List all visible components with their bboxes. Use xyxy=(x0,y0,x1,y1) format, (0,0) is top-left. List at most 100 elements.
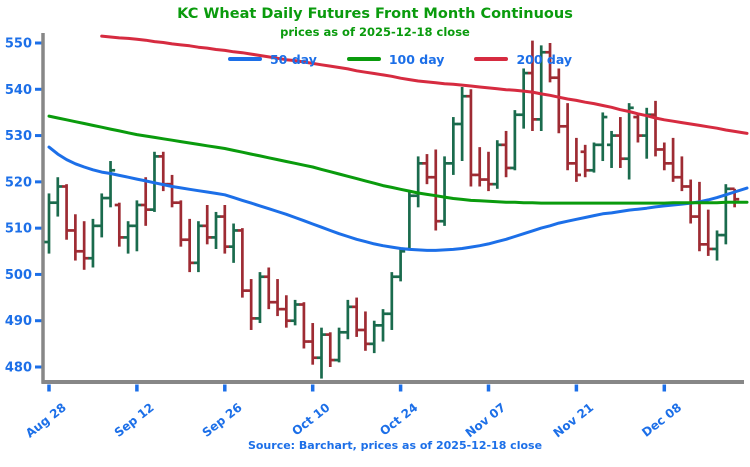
ohlc-bar xyxy=(448,117,458,175)
ohlc-bar xyxy=(360,311,371,351)
ohlc-bar xyxy=(308,323,318,365)
ohlc-bar xyxy=(141,177,151,226)
ohlc-bar xyxy=(79,221,89,270)
ohlc-bar xyxy=(316,327,327,379)
ohlc-bar xyxy=(264,267,274,310)
legend-line-swatch xyxy=(227,57,262,61)
ohlc-bar xyxy=(624,103,634,180)
ohlc-bar xyxy=(185,218,195,273)
ohlc-bar xyxy=(571,137,581,182)
ohlc-bar xyxy=(53,177,63,217)
ohlc-bar xyxy=(114,202,124,247)
ohlc-bar xyxy=(228,223,239,263)
ohlc-bar xyxy=(694,181,705,252)
y-axis-label: 550 xyxy=(5,37,32,52)
ohlc-bar xyxy=(475,147,485,187)
ma-line-200-day xyxy=(100,34,749,135)
ohlc-bar xyxy=(281,295,291,328)
ohlc-bar xyxy=(369,320,379,354)
ohlc-bar xyxy=(466,89,476,187)
chart-title: KC Wheat Daily Futures Front Month Conti… xyxy=(177,6,573,22)
source-note: Source: Barchart, prices as of 2025-12-1… xyxy=(247,439,543,452)
ohlc-bar xyxy=(88,218,98,268)
x-axis-label: Sep 26 xyxy=(200,400,245,440)
ma-line-50-day xyxy=(47,145,749,252)
ohlc-bar xyxy=(589,142,599,173)
ohlc-bar xyxy=(457,86,467,162)
ohlc-bar xyxy=(325,332,335,367)
ohlc-bar xyxy=(422,154,432,185)
ohlc-bar xyxy=(519,68,529,129)
ohlc-bar xyxy=(563,103,573,171)
ohlc-bar xyxy=(105,161,116,208)
legend-label: 100 day xyxy=(388,51,445,67)
legend-item-100-day: 100 day xyxy=(346,51,445,67)
ohlc-bar xyxy=(255,272,265,324)
ohlc-bar xyxy=(615,117,625,168)
ohlc-bar xyxy=(334,327,344,363)
ohlc-bar xyxy=(237,228,247,298)
ohlc-bar xyxy=(501,130,511,178)
ohlc-bar xyxy=(343,299,353,340)
x-axis-label: Sep 12 xyxy=(112,400,157,440)
ohlc-bar xyxy=(396,248,406,282)
ohlc-bar xyxy=(44,193,54,254)
ohlc-bar xyxy=(123,221,133,254)
ohlc-bar xyxy=(413,156,423,208)
ohlc-bar xyxy=(659,142,669,171)
ohlc-bar xyxy=(352,297,362,337)
ohlc-bar xyxy=(220,205,230,254)
legend-item-200-day: 200 day xyxy=(474,52,572,67)
ohlc-bar xyxy=(211,211,221,249)
ohlc-bar xyxy=(527,40,538,131)
x-axis-label: Oct 24 xyxy=(377,400,420,438)
ohlc-bar xyxy=(439,156,450,226)
ohlc-bar xyxy=(176,200,186,247)
legend: 50 day 100 day 200 day xyxy=(45,51,750,67)
ohlc-bar xyxy=(650,100,661,157)
ohlc-bar xyxy=(202,205,212,245)
ohlc-bar xyxy=(378,309,388,342)
x-axis-label: Nov 21 xyxy=(551,400,597,440)
ohlc-bar xyxy=(299,302,309,349)
ohlc-bar xyxy=(61,184,72,240)
x-axis-label: Oct 10 xyxy=(289,400,332,438)
ohlc-bar xyxy=(272,279,283,317)
ma-line-100-day xyxy=(47,114,749,205)
x-axis-label: Dec 08 xyxy=(639,400,684,439)
x-axis-label: Nov 07 xyxy=(463,400,509,440)
y-axis-label: 510 xyxy=(5,222,32,237)
ohlc-bar xyxy=(246,279,256,330)
x-axis-label: Aug 28 xyxy=(23,400,69,440)
legend-line-swatch xyxy=(474,57,509,61)
legend-label: 200 day xyxy=(516,51,573,67)
ohlc-bar xyxy=(132,200,142,252)
y-axis-label: 490 xyxy=(5,314,32,329)
ohlc-bar xyxy=(290,299,300,326)
ohlc-bar xyxy=(580,144,590,178)
ohlc-bar xyxy=(633,114,643,143)
ohlc-bar xyxy=(712,230,722,261)
ohlc-bar xyxy=(387,272,397,330)
ohlc-bar xyxy=(536,45,546,131)
ohlc-bar xyxy=(483,151,494,192)
ohlc-bar xyxy=(703,209,713,256)
ohlc-bar xyxy=(545,43,555,83)
ohlc-bar xyxy=(668,137,678,182)
y-axis-label: 500 xyxy=(5,268,32,283)
ohlc-bar xyxy=(97,193,107,238)
y-axis-label: 480 xyxy=(5,361,32,376)
legend-line-swatch xyxy=(346,57,381,61)
y-axis-label: 520 xyxy=(5,175,32,190)
y-axis-label: 530 xyxy=(5,129,32,144)
ohlc-bar xyxy=(70,214,80,261)
ohlc-bar xyxy=(431,149,441,231)
y-axis-label: 540 xyxy=(5,83,32,98)
chart-subtitle: prices as of 2025-12-18 close xyxy=(280,25,470,39)
ohlc-bar xyxy=(598,112,608,162)
ohlc-bar xyxy=(404,191,414,251)
ohlc-bar xyxy=(492,140,502,189)
ohlc-bar xyxy=(606,130,617,168)
